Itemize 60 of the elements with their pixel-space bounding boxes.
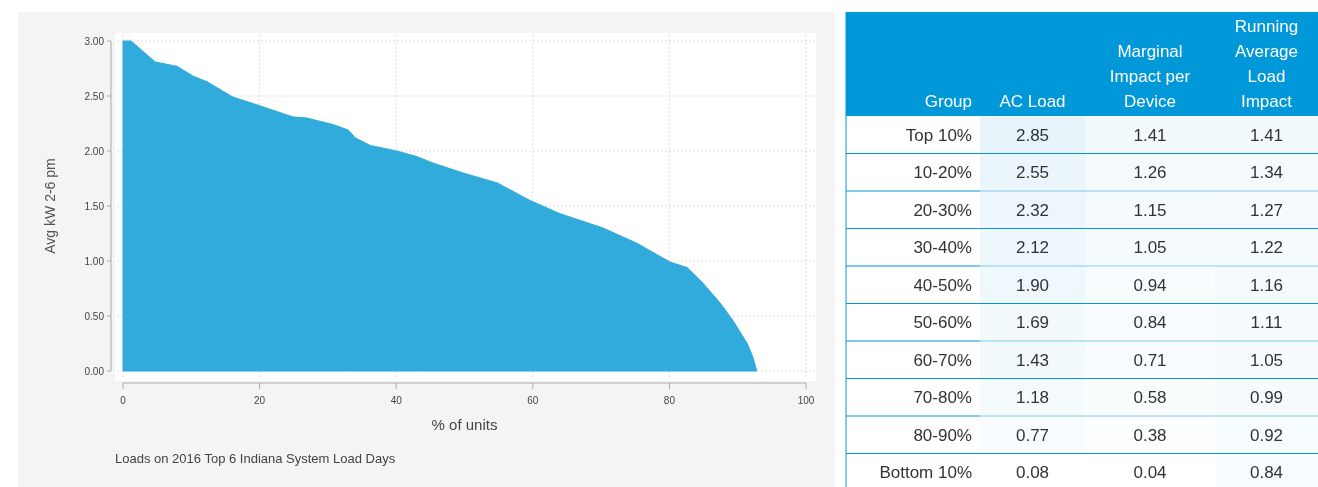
data-label: 0.71 — [1133, 350, 1167, 370]
data-label: 1.34 — [1249, 163, 1284, 183]
data-label: 1.27 — [1249, 200, 1284, 220]
x-tick-label: 40 — [390, 395, 403, 406]
data-label: 1.16 — [1249, 275, 1284, 295]
data-label: 1.69 — [1015, 313, 1050, 333]
y-tick-label: 1.00 — [84, 255, 105, 267]
y-tick-label: 2.50 — [84, 90, 105, 102]
data-label: 0.58 — [1133, 388, 1167, 408]
y-axis-title: Group — [924, 92, 972, 111]
y-tick-label: 0.50 — [84, 310, 105, 322]
y-tick-label: 30-40% — [913, 238, 972, 258]
data-label: 0.08 — [1015, 463, 1050, 483]
data-label: 1.05 — [1133, 238, 1167, 258]
y-tick-label: 40-50% — [913, 275, 972, 295]
y-axis-title: Avg kW 2-6 pm — [42, 158, 58, 254]
y-tick-label: 70-80% — [913, 388, 972, 408]
x-tick-label: Running Average Load Impact — [1234, 17, 1299, 111]
data-label: 0.04 — [1133, 463, 1167, 483]
y-tick-label: 80-90% — [913, 425, 972, 445]
data-label: 1.18 — [1015, 388, 1050, 408]
data-label: 2.85 — [1015, 125, 1050, 145]
x-tick-label: 100 — [797, 395, 815, 406]
x-tick-label: 20 — [254, 395, 266, 406]
data-label: 0.92 — [1249, 425, 1284, 445]
x-tick-label: 80 — [663, 395, 676, 406]
y-tick-label: 50-60% — [913, 313, 972, 333]
y-tick-label: 20-30% — [913, 200, 972, 220]
data-label: 0.84 — [1133, 313, 1167, 333]
data-label: 1.26 — [1133, 163, 1167, 183]
data-label: 0.77 — [1015, 425, 1050, 445]
y-tick-label: 60-70% — [913, 350, 972, 370]
data-label: 1.05 — [1249, 350, 1284, 370]
x-axis-title: % of units — [431, 416, 498, 433]
y-tick-label: 0.00 — [84, 365, 105, 377]
data-label: 2.55 — [1015, 163, 1050, 183]
data-label: 1.90 — [1015, 275, 1050, 295]
x-tick-label: AC Load — [999, 92, 1066, 111]
data-label: 0.38 — [1133, 425, 1167, 445]
text: Loads on 2016 Top 6 Indiana System Load Days — [115, 451, 396, 466]
x-tick-label: 0 — [120, 395, 127, 406]
data-label: 1.15 — [1133, 200, 1167, 220]
y-tick-label: 1.50 — [84, 200, 105, 212]
data-label: 2.12 — [1015, 238, 1050, 258]
data-label: 0.99 — [1249, 388, 1284, 408]
data-label: 1.41 — [1249, 125, 1284, 145]
x-tick-label: 60 — [527, 395, 539, 406]
data-label: 0.84 — [1249, 463, 1284, 483]
data-label: 1.43 — [1015, 350, 1050, 370]
x-tick-label: Marginal Impact per Device — [1109, 42, 1191, 111]
y-tick-label: Top 10% — [905, 125, 972, 145]
data-label: 2.32 — [1015, 200, 1050, 220]
data-label: 1.41 — [1133, 125, 1167, 145]
data-label: 1.22 — [1249, 238, 1284, 258]
y-tick-label: 10-20% — [913, 163, 972, 183]
y-tick-label: 3.00 — [84, 35, 105, 47]
data-label: 1.11 — [1250, 313, 1283, 333]
y-tick-label: 2.00 — [84, 145, 105, 157]
y-tick-label: Bottom 10% — [879, 463, 972, 483]
data-label: 0.94 — [1133, 275, 1167, 295]
